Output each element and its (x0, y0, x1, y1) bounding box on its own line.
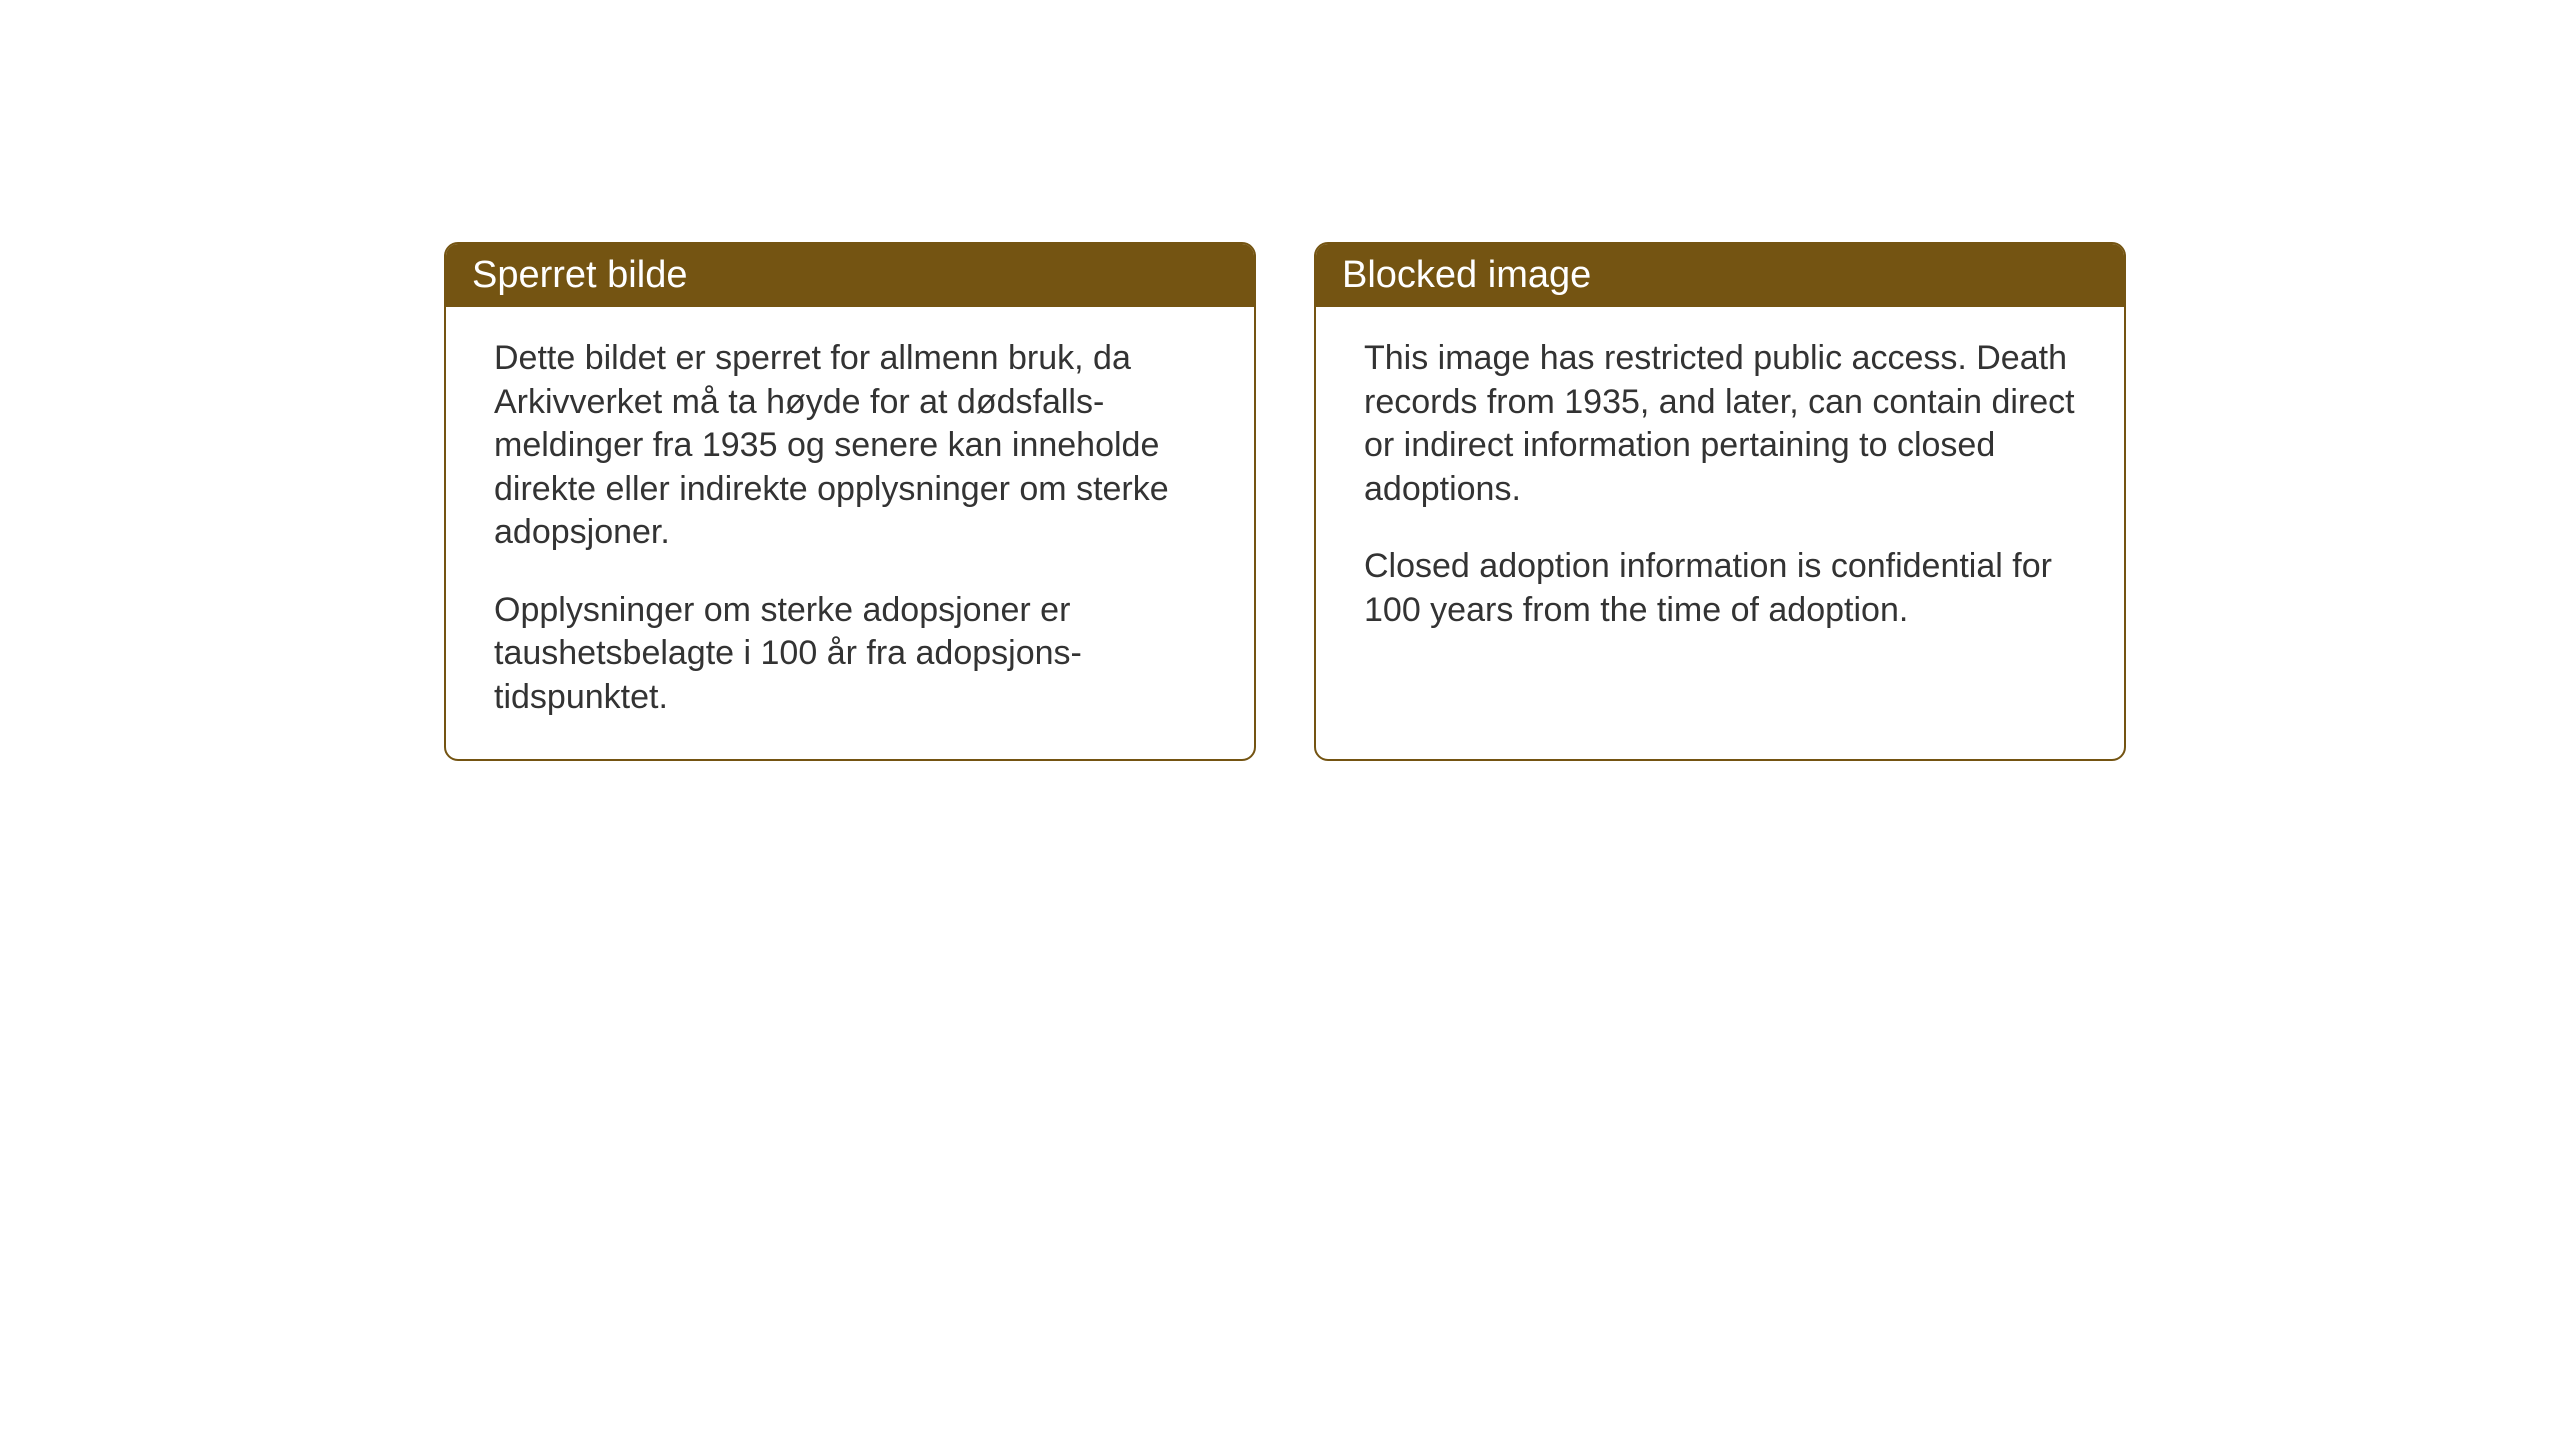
card-title-norwegian: Sperret bilde (472, 254, 687, 296)
notice-card-english: Blocked image This image has restricted … (1314, 242, 2126, 761)
card-header-norwegian: Sperret bilde (446, 244, 1254, 307)
card-body-english: This image has restricted public access.… (1316, 307, 2124, 737)
notice-card-norwegian: Sperret bilde Dette bildet er sperret fo… (444, 242, 1256, 761)
card-paragraph-norwegian-1: Dette bildet er sperret for allmenn bruk… (494, 337, 1206, 555)
card-header-english: Blocked image (1316, 244, 2124, 307)
card-paragraph-english-1: This image has restricted public access.… (1364, 337, 2076, 511)
card-paragraph-norwegian-2: Opplysninger om sterke adopsjoner er tau… (494, 589, 1206, 720)
notice-container: Sperret bilde Dette bildet er sperret fo… (444, 242, 2126, 761)
card-paragraph-english-2: Closed adoption information is confident… (1364, 545, 2076, 632)
card-body-norwegian: Dette bildet er sperret for allmenn bruk… (446, 307, 1254, 759)
card-title-english: Blocked image (1342, 254, 1591, 296)
